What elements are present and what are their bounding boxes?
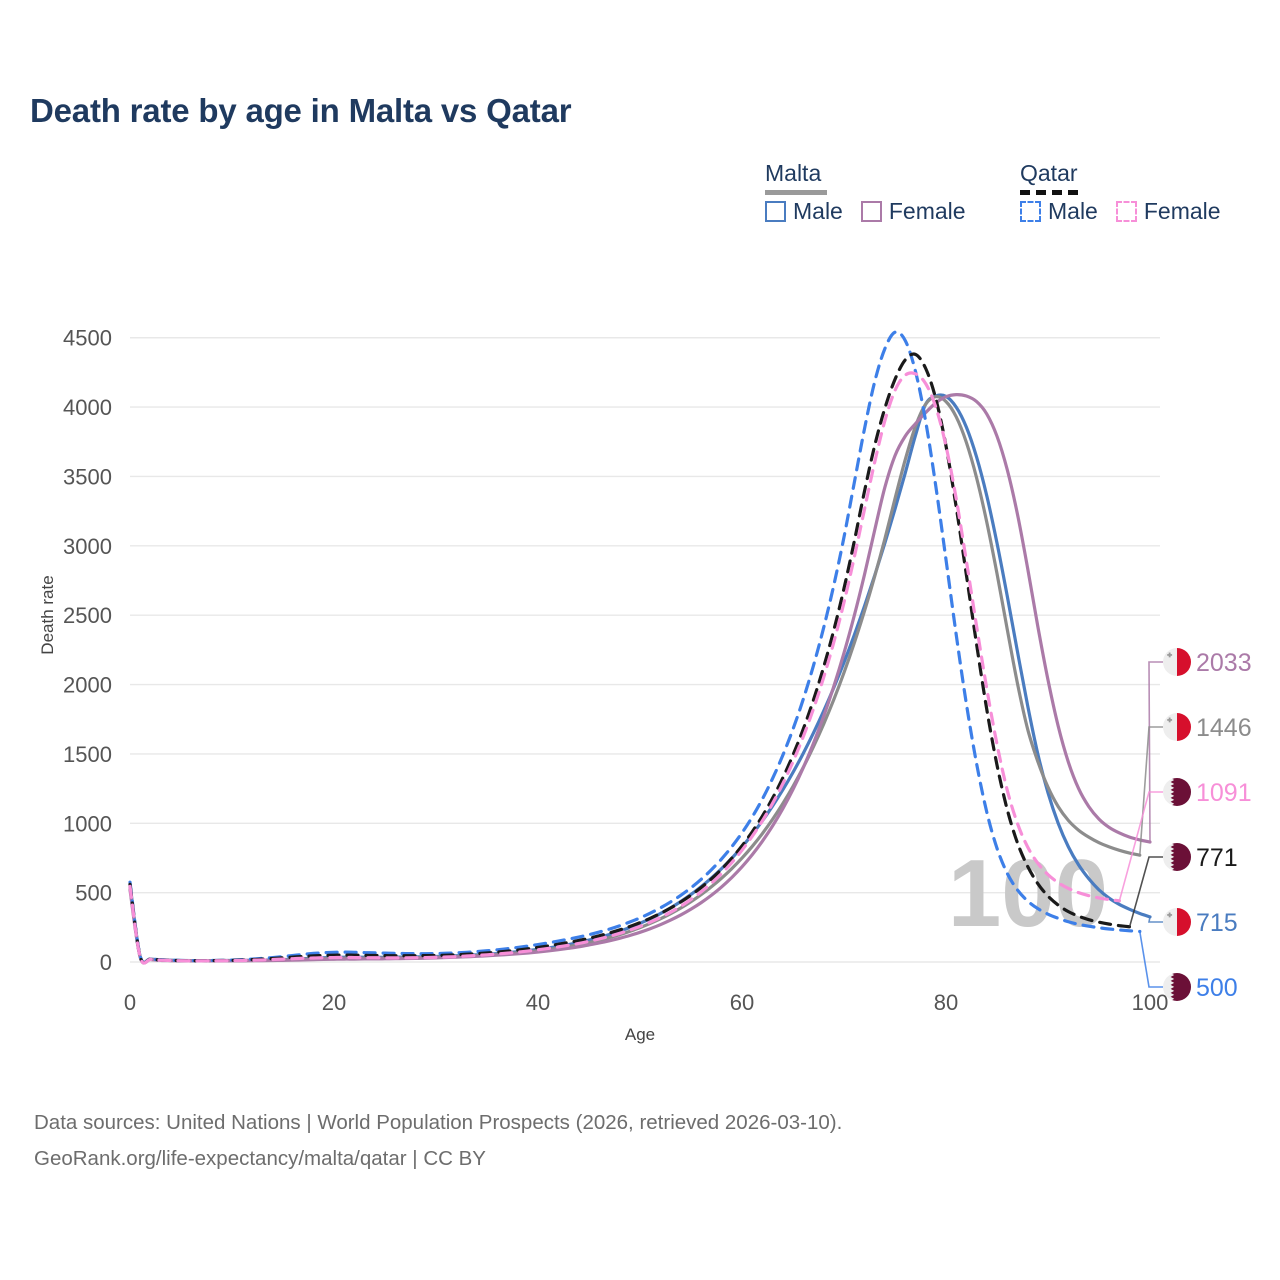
footer-line-sources: Data sources: United Nations | World Pop… [34,1111,843,1134]
y-tick-2500: 2500 [63,603,112,628]
chart-series-layer [128,330,1152,965]
chart-gridlines [130,337,1160,963]
series-line-qatar-male [128,330,1142,965]
legend-swatch-malta-male [765,201,786,222]
legend-item-malta-male[interactable]: Male [765,198,843,225]
series-line-qatar-female [128,371,1121,965]
legend-item-malta-female[interactable]: Female [860,198,966,225]
y-tick-3500: 3500 [63,464,112,489]
legend-group-qatar: Qatar Male Female [1020,160,1221,224]
x-tick-20: 20 [322,990,346,1015]
chart-plot-area: 0 500 1000 1500 2000 2500 3000 3500 4000 4500 0 20… [0,250,1280,1060]
x-tick-100: 100 [1132,990,1169,1015]
chart-svg: 0 500 1000 1500 2000 2500 3000 3500 4000 4500 0 20… [38,326,1252,1044]
flag-icon-malta [1163,908,1191,936]
legend-label-malta-male: Male [793,198,843,224]
end-label-value-1446: 1446 [1196,714,1252,742]
y-tick-500: 500 [75,881,112,906]
end-label-500: 500 [1139,931,1238,1002]
chart-legend: Malta Male Female Qatar Male Female [745,160,1265,240]
chart-footer: Data sources: United Nations | World Pop… [34,1105,1234,1177]
flag-icon-qatar [1163,843,1191,871]
end-label-value-2033: 2033 [1196,649,1252,677]
legend-group-malta: Malta Male Female [765,160,966,224]
y-tick-0: 0 [100,950,112,975]
legend-rule-qatar [1020,190,1082,195]
chart-end-labels: 2033 1446 1091 771 715 500 [1118,648,1252,1002]
y-axis-ticks: 0 500 1000 1500 2000 2500 3000 3500 4000 4500 [63,326,112,975]
y-tick-1000: 1000 [63,811,112,836]
end-label-value-500: 500 [1196,974,1238,1002]
x-axis-ticks: 0 20 40 60 80 100 [124,990,1168,1015]
flag-icon-malta [1163,713,1191,741]
x-tick-80: 80 [934,990,958,1015]
legend-item-qatar-male[interactable]: Male [1020,198,1098,225]
end-label-715: 715 [1148,908,1238,937]
end-label-2033: 2033 [1148,648,1252,843]
flag-icon-malta [1163,648,1191,676]
end-label-1091: 1091 [1118,778,1252,902]
x-axis-title: Age [625,1025,655,1044]
legend-swatch-qatar-female [1115,201,1137,222]
end-label-value-715: 715 [1196,909,1238,937]
end-label-value-771: 771 [1196,844,1238,872]
footer-line-attribution[interactable]: GeoRank.org/life-expectancy/malta/qatar … [34,1147,486,1170]
legend-item-qatar-female[interactable]: Female [1115,198,1221,225]
x-tick-60: 60 [730,990,754,1015]
series-line-malta-female [128,393,1152,965]
flag-icon-qatar [1163,973,1191,1001]
legend-label-qatar-male: Male [1048,198,1098,224]
end-label-771: 771 [1128,843,1238,928]
page-title: Death rate by age in Malta vs Qatar [30,92,572,129]
legend-label-qatar-female: Female [1143,198,1221,224]
end-label-value-1091: 1091 [1196,779,1252,807]
x-tick-0: 0 [124,990,136,1015]
legend-swatch-qatar-male [1020,201,1041,222]
legend-country-malta: Malta [765,160,822,186]
x-tick-40: 40 [526,990,550,1015]
legend-swatch-malta-female [860,201,882,222]
legend-country-qatar: Qatar [1020,160,1078,186]
legend-rule-malta [765,190,827,195]
y-tick-3000: 3000 [63,534,112,559]
y-tick-4500: 4500 [63,326,112,351]
flag-icon-qatar [1163,778,1191,806]
legend-label-malta-female: Female [888,198,966,224]
y-tick-2000: 2000 [63,673,112,698]
y-axis-title: Death rate [38,575,57,654]
y-tick-1500: 1500 [63,742,112,767]
y-tick-4000: 4000 [63,395,112,420]
